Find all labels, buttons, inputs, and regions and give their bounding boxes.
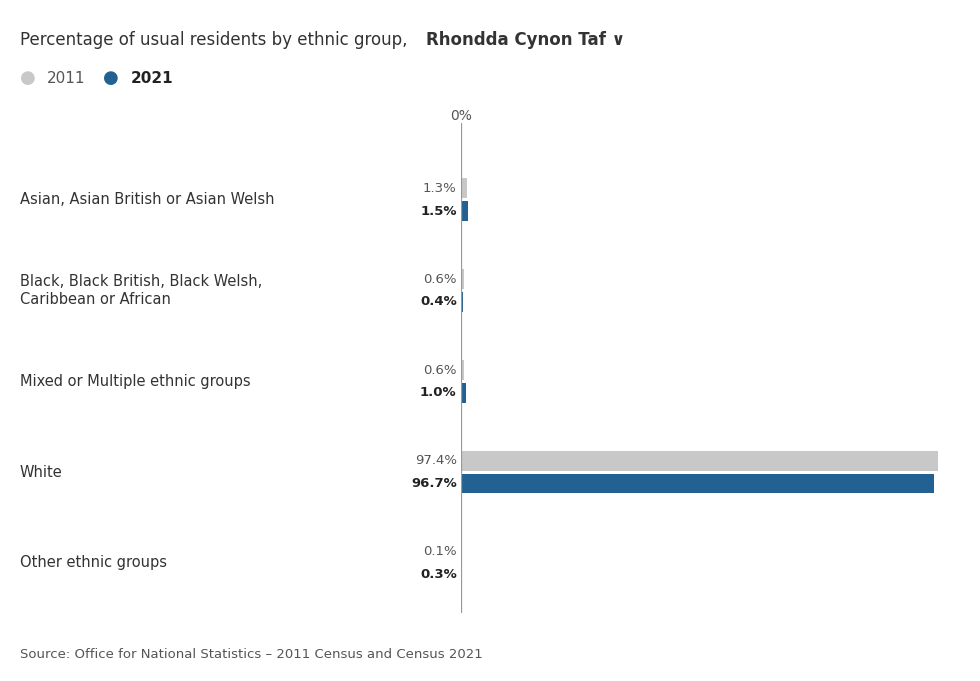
Text: 0.1%: 0.1% bbox=[423, 545, 457, 558]
Bar bbox=[461, 292, 463, 312]
Text: 0.6%: 0.6% bbox=[423, 272, 457, 286]
Bar bbox=[461, 269, 464, 289]
Text: 2011: 2011 bbox=[47, 71, 85, 86]
Text: 0.6%: 0.6% bbox=[423, 364, 457, 377]
Text: 1.3%: 1.3% bbox=[423, 182, 457, 195]
Text: 96.7%: 96.7% bbox=[411, 477, 457, 490]
Text: Other ethnic groups: Other ethnic groups bbox=[20, 556, 167, 571]
Text: 1.0%: 1.0% bbox=[420, 386, 457, 399]
Text: ●: ● bbox=[20, 69, 35, 87]
Bar bbox=[461, 360, 464, 380]
Bar bbox=[461, 383, 465, 402]
Text: Mixed or Multiple ethnic groups: Mixed or Multiple ethnic groups bbox=[20, 374, 250, 389]
Bar bbox=[461, 473, 935, 494]
Text: 0.4%: 0.4% bbox=[419, 296, 457, 308]
Bar bbox=[461, 451, 938, 471]
Text: Source: Office for National Statistics – 2011 Census and Census 2021: Source: Office for National Statistics –… bbox=[20, 648, 482, 661]
Text: Rhondda Cynon Taf ∨: Rhondda Cynon Taf ∨ bbox=[426, 31, 625, 48]
Bar bbox=[461, 178, 466, 198]
Text: 0%: 0% bbox=[450, 108, 471, 123]
Text: Percentage of usual residents by ethnic group,: Percentage of usual residents by ethnic … bbox=[20, 31, 413, 48]
Text: Asian, Asian British or Asian Welsh: Asian, Asian British or Asian Welsh bbox=[20, 192, 274, 207]
Text: 2021: 2021 bbox=[130, 71, 172, 86]
Text: ●: ● bbox=[103, 69, 119, 87]
Text: 97.4%: 97.4% bbox=[415, 454, 457, 467]
Text: 0.3%: 0.3% bbox=[419, 568, 457, 581]
Bar bbox=[461, 565, 463, 584]
Bar bbox=[461, 201, 468, 221]
Text: 1.5%: 1.5% bbox=[420, 204, 457, 218]
Text: Black, Black British, Black Welsh,
Caribbean or African: Black, Black British, Black Welsh, Carib… bbox=[20, 274, 262, 306]
Text: White: White bbox=[20, 464, 63, 479]
